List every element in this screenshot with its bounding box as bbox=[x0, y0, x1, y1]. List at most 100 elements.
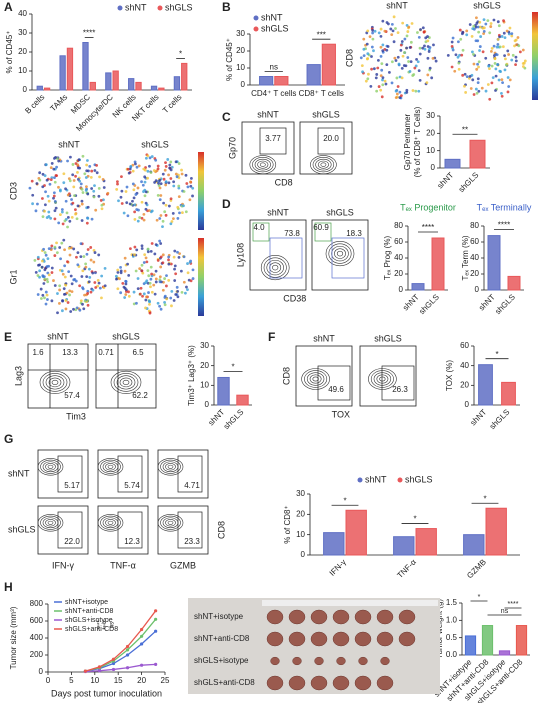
tsne-dot bbox=[360, 64, 364, 67]
x-tick-label: GZMB bbox=[465, 558, 488, 581]
y-axis-label: (% of CD8⁺ T Cells) bbox=[413, 106, 422, 177]
tsne-dot bbox=[432, 43, 435, 47]
photo-ruler bbox=[262, 600, 438, 606]
tsne-dot bbox=[71, 163, 75, 166]
flow-plot-title: shNT bbox=[267, 207, 289, 217]
tsne-dot bbox=[58, 246, 62, 249]
tsne-dot bbox=[94, 286, 98, 289]
tsne-dot bbox=[161, 219, 165, 223]
tsne-dot bbox=[189, 184, 193, 188]
tsne-dot bbox=[405, 23, 409, 27]
flow-y-label: Lag3 bbox=[13, 366, 23, 386]
tsne-dot bbox=[476, 62, 479, 66]
tsne-dot bbox=[515, 43, 518, 47]
tsne-dot bbox=[56, 311, 59, 315]
contour bbox=[107, 520, 114, 525]
chart-title: Tₑₓ Terminally bbox=[477, 202, 532, 212]
legend-marker bbox=[397, 477, 403, 483]
tsne-dot bbox=[127, 171, 131, 175]
tsne-dot bbox=[493, 57, 497, 61]
y-axis-label: Tₑₓ Prog (%) bbox=[383, 236, 392, 281]
data-point bbox=[125, 653, 130, 657]
tsne-dot bbox=[390, 60, 394, 64]
photo-row-label: shGLS+isotype bbox=[194, 656, 249, 665]
contour bbox=[39, 370, 71, 394]
tsne-dot bbox=[64, 187, 67, 191]
tsne-dot bbox=[39, 287, 43, 291]
tsne-dot bbox=[86, 216, 90, 220]
contour bbox=[37, 514, 64, 532]
tsne-dot bbox=[153, 292, 157, 296]
tsne-dot bbox=[451, 36, 455, 40]
tsne-dot bbox=[380, 95, 384, 99]
tumor bbox=[398, 631, 416, 647]
gate-percentage: 4.0 bbox=[253, 223, 265, 232]
tsne-dot bbox=[477, 65, 480, 69]
flow-x-label: IFN-γ bbox=[52, 560, 74, 570]
flow-plot-title: shGLS bbox=[374, 333, 402, 343]
tsne-dot bbox=[68, 179, 72, 183]
tumor bbox=[266, 631, 284, 647]
tsne-dot bbox=[135, 248, 139, 252]
flow-x-label: CD38 bbox=[283, 293, 306, 303]
tsne-dot bbox=[92, 248, 96, 252]
bar bbox=[158, 87, 165, 91]
tsne-dot bbox=[79, 299, 83, 303]
significance-label: **** bbox=[422, 223, 434, 232]
legend-marker bbox=[157, 5, 163, 11]
tsne-dot bbox=[403, 37, 407, 41]
gate-percentage: 49.6 bbox=[328, 385, 344, 394]
tsne-dot bbox=[59, 213, 62, 217]
tsne-dot bbox=[405, 34, 409, 38]
y-tick-label: 0 bbox=[39, 667, 44, 676]
tsne-dot bbox=[521, 65, 525, 68]
tsne-dot bbox=[63, 219, 67, 223]
tsne-dot bbox=[421, 26, 425, 30]
tsne-dot bbox=[114, 274, 118, 278]
tsne-dot bbox=[149, 277, 153, 281]
y-tick-label: 10 bbox=[426, 146, 435, 155]
tsne-dot bbox=[153, 252, 157, 256]
tsne-dot bbox=[133, 245, 137, 249]
tsne-dot bbox=[92, 195, 96, 199]
tsne-dot bbox=[146, 281, 150, 285]
tsne-dot bbox=[53, 176, 56, 180]
tsne-dot bbox=[65, 211, 69, 215]
contour bbox=[309, 374, 322, 384]
tsne-dot bbox=[146, 250, 150, 254]
flow-y-label: Ly108 bbox=[235, 243, 245, 267]
tsne-dot bbox=[124, 293, 128, 296]
tsne-dot bbox=[379, 54, 383, 58]
significance-label: ** bbox=[462, 125, 468, 134]
tsne-dot bbox=[410, 22, 414, 25]
tsne-dot bbox=[70, 290, 74, 294]
tsne-dot bbox=[369, 85, 373, 88]
flow-plot-title: shNT bbox=[257, 109, 279, 119]
x-tick-label: shNT bbox=[436, 170, 456, 190]
legend-marker bbox=[357, 477, 363, 483]
bar bbox=[128, 78, 135, 91]
tsne-dot bbox=[140, 244, 144, 248]
tsne-dot bbox=[380, 62, 384, 66]
tsne-dot bbox=[93, 184, 96, 188]
tsne-dot bbox=[373, 29, 377, 33]
tsne-dot bbox=[521, 48, 525, 52]
tsne-dot bbox=[185, 285, 188, 289]
tumor bbox=[332, 675, 350, 691]
tsne-dot bbox=[75, 255, 78, 259]
tsne-dot bbox=[85, 163, 89, 167]
tsne-dot bbox=[80, 199, 84, 203]
bar bbox=[321, 43, 336, 86]
contour bbox=[336, 250, 344, 257]
tsne-dot bbox=[100, 203, 104, 207]
y-tick-label: 30 bbox=[296, 489, 305, 498]
tsne-dot bbox=[496, 37, 500, 41]
tsne-dot bbox=[406, 56, 410, 59]
tsne-dot bbox=[92, 189, 96, 193]
tsne-dot bbox=[405, 46, 409, 50]
tsne-dot bbox=[120, 175, 123, 179]
tsne-dot bbox=[164, 180, 168, 184]
gate-percentage: 62.2 bbox=[132, 391, 148, 400]
tsne-dot bbox=[415, 57, 418, 61]
